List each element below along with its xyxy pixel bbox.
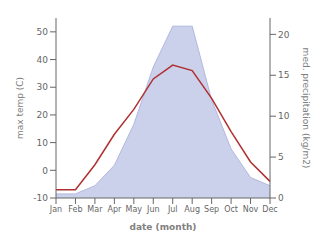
svg-text:40: 40 xyxy=(37,55,49,65)
svg-text:Aug: Aug xyxy=(184,205,200,214)
svg-text:Mar: Mar xyxy=(87,205,103,214)
svg-text:5: 5 xyxy=(278,152,284,162)
svg-text:Sep: Sep xyxy=(204,205,219,214)
svg-text:Jun: Jun xyxy=(146,205,160,214)
svg-text:10: 10 xyxy=(278,111,290,121)
svg-text:20: 20 xyxy=(37,110,49,120)
svg-text:Jan: Jan xyxy=(49,205,62,214)
svg-text:-10: -10 xyxy=(33,193,48,203)
svg-text:0: 0 xyxy=(278,193,284,203)
svg-text:Oct: Oct xyxy=(224,205,238,214)
svg-text:max temp (C): max temp (C) xyxy=(15,77,25,139)
svg-text:10: 10 xyxy=(37,138,49,148)
svg-text:Jul: Jul xyxy=(167,205,178,214)
svg-text:15: 15 xyxy=(278,70,289,80)
svg-text:Nov: Nov xyxy=(243,205,259,214)
svg-text:Dec: Dec xyxy=(262,205,277,214)
svg-text:50: 50 xyxy=(37,27,49,37)
svg-text:Apr: Apr xyxy=(107,205,122,214)
svg-text:med. precipitation (kg/m2): med. precipitation (kg/m2) xyxy=(301,48,311,169)
svg-text:30: 30 xyxy=(37,82,49,92)
svg-text:20: 20 xyxy=(278,30,290,40)
svg-text:0: 0 xyxy=(42,166,48,176)
svg-text:date (month): date (month) xyxy=(130,222,197,232)
svg-text:May: May xyxy=(126,205,143,214)
svg-text:Feb: Feb xyxy=(68,205,82,214)
